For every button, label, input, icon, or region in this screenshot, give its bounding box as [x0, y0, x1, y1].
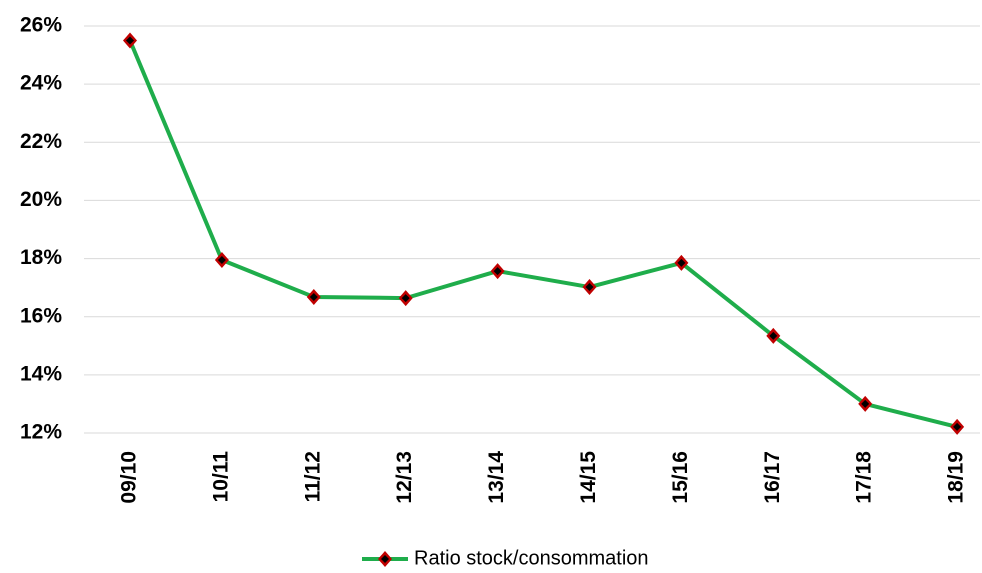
- marker-center: [769, 331, 778, 340]
- x-tick-label: 10/11: [209, 451, 232, 503]
- x-tick-label: 14/15: [577, 451, 600, 504]
- marker-center: [309, 292, 318, 301]
- x-tick-label: 11/12: [301, 451, 324, 502]
- x-tick-label: 17/18: [853, 451, 876, 504]
- y-tick-label: 22%: [20, 130, 62, 153]
- x-tick-label: 09/10: [118, 451, 141, 504]
- x-tick-label: 18/19: [945, 451, 968, 504]
- marker-center: [861, 399, 870, 408]
- legend-label: Ratio stock/consommation: [414, 547, 649, 569]
- y-tick-label: 14%: [20, 362, 62, 385]
- marker-center: [217, 256, 226, 265]
- marker: [674, 254, 689, 271]
- marker-center: [401, 294, 410, 303]
- marker: [858, 395, 873, 412]
- x-tick-label: 12/13: [393, 451, 416, 504]
- marker-center: [585, 283, 594, 292]
- x-tick-label: 13/14: [485, 451, 508, 504]
- y-tick-label: 24%: [20, 72, 62, 95]
- marker-center: [126, 36, 134, 45]
- marker: [214, 252, 229, 269]
- marker: [378, 551, 392, 567]
- y-tick-label: 26%: [20, 14, 62, 37]
- series-line: [128, 39, 958, 429]
- y-tick-label: 20%: [20, 188, 62, 211]
- marker: [490, 263, 505, 280]
- y-tick-label: 16%: [20, 304, 62, 327]
- marker: [398, 290, 413, 307]
- marker: [766, 327, 781, 344]
- marker: [582, 279, 597, 296]
- marker: [950, 418, 965, 435]
- marker-center: [381, 555, 389, 563]
- x-tick-label: 15/16: [669, 451, 692, 504]
- marker-center: [677, 258, 686, 267]
- x-tick-label: 16/17: [761, 451, 784, 504]
- marker-center: [493, 267, 502, 276]
- marker-center: [953, 422, 962, 431]
- marker: [306, 288, 321, 305]
- y-tick-label: 18%: [20, 246, 62, 269]
- y-tick-label: 12%: [20, 421, 62, 444]
- marker: [123, 32, 137, 49]
